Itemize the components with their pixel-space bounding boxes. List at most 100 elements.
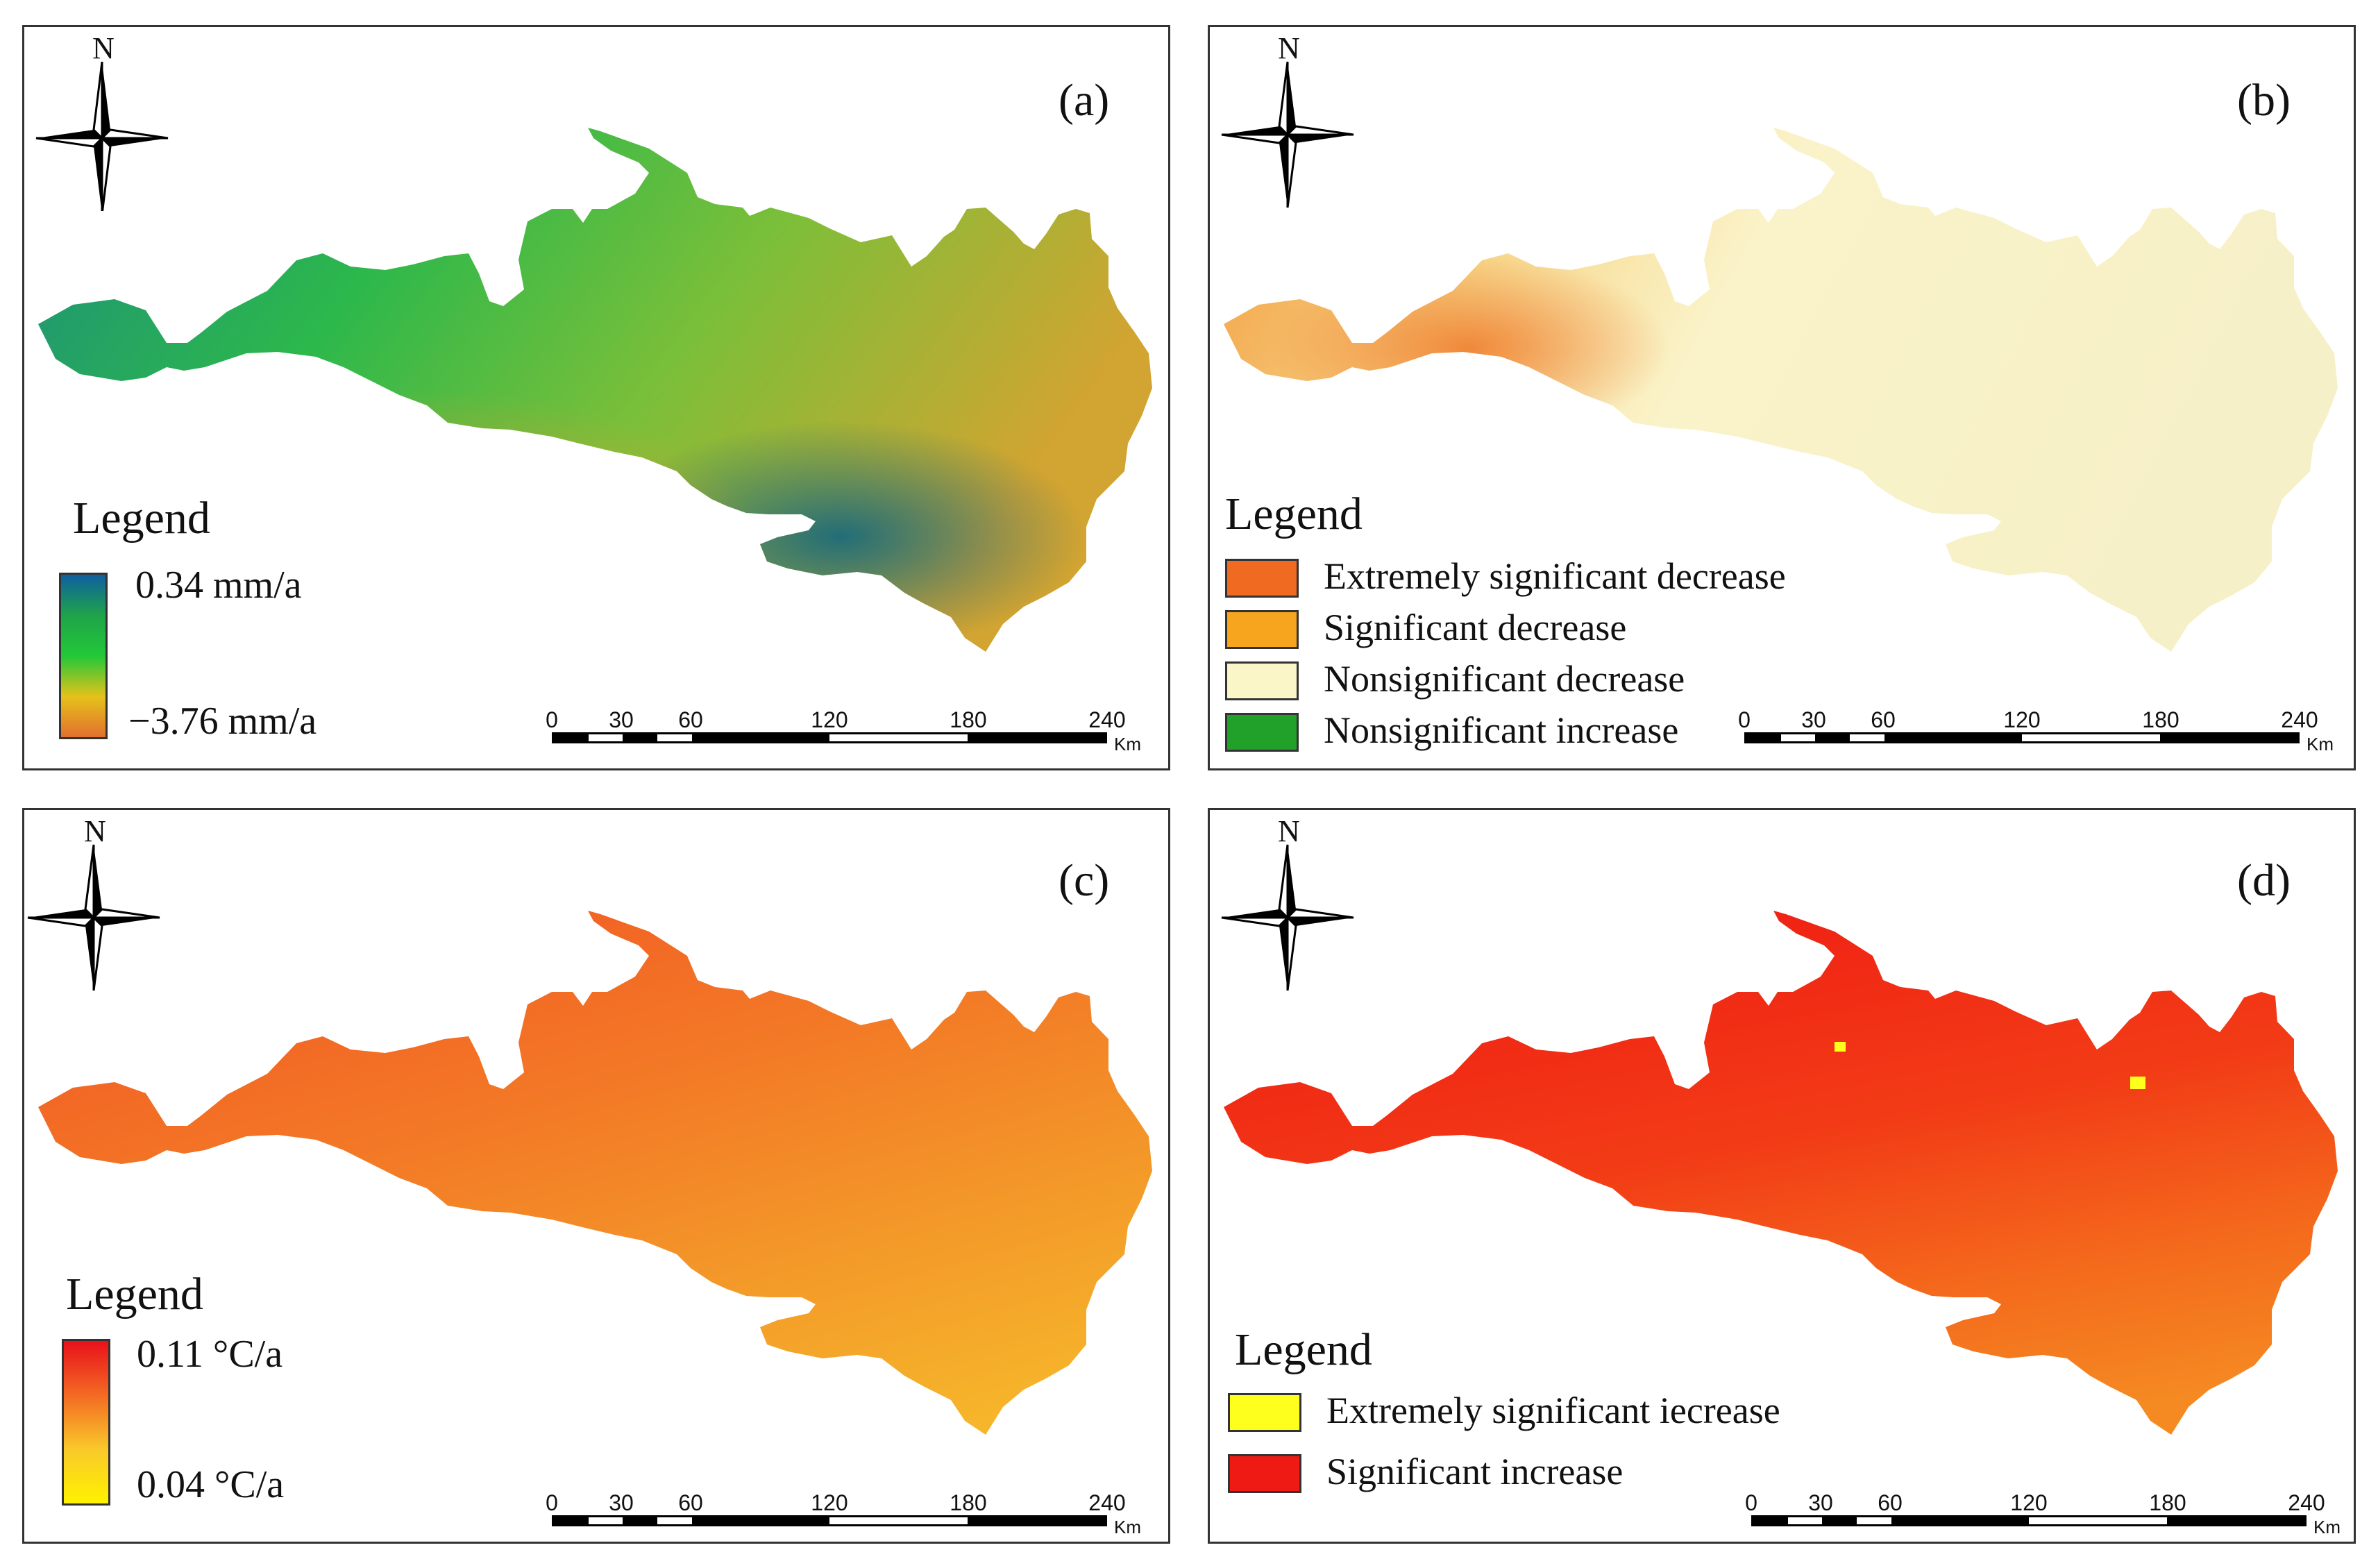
scale-tick-label: 240 <box>2281 707 2318 732</box>
scale-unit: Km <box>1114 734 1141 755</box>
legend-swatch <box>1225 610 1299 649</box>
compass-icon <box>1221 844 1354 991</box>
scale-bar-segment <box>967 1517 1105 1524</box>
scale-tick-label: 180 <box>2142 707 2179 732</box>
panel-label: (c) <box>1059 855 1110 906</box>
scale-bar: 0 30 60 120 180 240 Km <box>1745 1490 2348 1537</box>
compass-icon <box>35 61 169 211</box>
legend-swatch <box>1225 661 1299 700</box>
legend-title: Legend <box>66 1269 203 1320</box>
scale-tick-label: 120 <box>811 707 848 732</box>
region-map-b <box>1224 128 2338 652</box>
scale-tick-label: 30 <box>609 707 634 732</box>
ramp-max-label: 0.34 mm/a <box>135 564 302 607</box>
legend-class-label: Significant increase <box>1326 1451 1624 1492</box>
legend-swatch <box>1225 713 1299 752</box>
scale-tick-label: 0 <box>546 707 558 732</box>
scale-tick-label: 240 <box>1088 707 1126 732</box>
yellow-patch <box>2130 1077 2145 1089</box>
scale-tick-label: 180 <box>950 707 987 732</box>
scale-tick-label: 60 <box>1878 1490 1903 1515</box>
region-map-a <box>38 128 1152 652</box>
north-label: N <box>1278 814 1300 848</box>
legend-class-label: Nonsignificant decrease <box>1324 658 1685 700</box>
scale-tick-label: 30 <box>609 1490 634 1515</box>
legend-class-label: Extremely significant decrease <box>1324 555 1786 597</box>
map-panel-c: (c) N Legend 0.11 °C/a 0.04 °C/a 0 30 60 12… <box>22 808 1170 1544</box>
ramp-max-label: 0.11 °C/a <box>137 1333 283 1376</box>
scale-tick-label: 120 <box>2003 707 2041 732</box>
scale-bar: 0 30 60 120 180 240 Km <box>1738 707 2341 755</box>
map-panel-a: (a) N Legend 0.34 mm/a −3.76 mm/a 0 30 60 1… <box>22 25 1170 770</box>
scale-bar-track <box>552 732 1107 743</box>
legend-title: Legend <box>73 493 210 543</box>
scale-tick-label: 60 <box>1871 707 1896 732</box>
scale-bar-segment <box>1746 734 1781 741</box>
scale-bar-segment <box>691 1517 829 1524</box>
region-map-c <box>38 911 1152 1435</box>
color-ramp <box>59 573 108 739</box>
north-arrow: N <box>1218 31 1357 211</box>
scale-bar-segment <box>967 734 1105 741</box>
scale-tick-label: 240 <box>2288 1490 2325 1515</box>
map-panel-b: (b) N Legend Extremely significant decre… <box>1208 25 2356 770</box>
scale-tick-label: 30 <box>1801 707 1826 732</box>
color-ramp <box>62 1339 110 1506</box>
scale-tick-label: 120 <box>811 1490 848 1515</box>
scale-bar-segment <box>2166 1517 2304 1524</box>
legend-class-label: Significant decrease <box>1324 607 1627 648</box>
legend-swatch <box>1225 559 1299 598</box>
yellow-patch <box>1835 1042 1846 1052</box>
legend-title: Legend <box>1235 1324 1372 1375</box>
ramp-min-label: 0.04 °C/a <box>137 1463 285 1506</box>
scale-bar-segment <box>623 734 657 741</box>
north-label: N <box>1278 31 1300 65</box>
scale-bar-segment <box>691 734 829 741</box>
panel-label: (d) <box>2237 855 2291 906</box>
scale-bar-segment <box>2159 734 2297 741</box>
scale-tick-label: 60 <box>678 1490 703 1515</box>
north-arrow: N <box>24 813 163 994</box>
scale-tick-label: 30 <box>1808 1490 1833 1515</box>
scale-bar-track <box>1744 732 2300 743</box>
legend-class-label: Nonsignificant increase <box>1324 709 1679 751</box>
scale-tick-label: 0 <box>1745 1490 1757 1515</box>
scale-bar-segment <box>1815 734 1850 741</box>
scale-tick-label: 0 <box>546 1490 558 1515</box>
scale-bar-segment <box>623 1517 657 1524</box>
map-panel-d: (d) N Legend Extremely significant iecre… <box>1208 808 2356 1544</box>
compass-icon <box>1221 61 1354 208</box>
scale-unit: Km <box>2307 734 2334 755</box>
scale-tick-label: 120 <box>2010 1490 2048 1515</box>
scale-unit: Km <box>2313 1517 2341 1537</box>
north-arrow: N <box>1218 813 1357 994</box>
legend-title: Legend <box>1225 489 1363 539</box>
scale-bar-segment <box>1822 1517 1857 1524</box>
scale-tick-label: 180 <box>950 1490 987 1515</box>
scale-bar-segment <box>1884 734 2022 741</box>
scale-tick-label: 180 <box>2149 1490 2186 1515</box>
scale-bar-segment <box>1891 1517 2029 1524</box>
scale-bar-track <box>552 1515 1107 1526</box>
scale-bar-segment <box>554 1517 589 1524</box>
region-map-d <box>1224 911 2338 1435</box>
scale-bar: 0 30 60 120 180 240 Km <box>546 1490 1149 1537</box>
scale-unit: Km <box>1114 1517 1141 1537</box>
scale-bar-segment <box>554 734 589 741</box>
north-arrow: N <box>33 31 171 211</box>
compass-icon <box>27 844 160 991</box>
legend-swatch <box>1228 1454 1301 1493</box>
scale-bar-segment <box>1753 1517 1788 1524</box>
scale-bar: 0 30 60 120 180 240 Km <box>546 707 1149 755</box>
legend-class-label: Extremely significant iecrease <box>1326 1390 1780 1431</box>
legend-swatch <box>1228 1393 1301 1432</box>
scale-bar-track <box>1751 1515 2307 1526</box>
scale-tick-label: 0 <box>1738 707 1751 732</box>
ramp-min-label: −3.76 mm/a <box>128 700 317 743</box>
north-label: N <box>92 31 115 65</box>
north-label: N <box>84 814 106 848</box>
panel-label: (b) <box>2237 75 2291 126</box>
scale-tick-label: 60 <box>678 707 703 732</box>
scale-tick-label: 240 <box>1088 1490 1126 1515</box>
panel-label: (a) <box>1059 75 1110 126</box>
